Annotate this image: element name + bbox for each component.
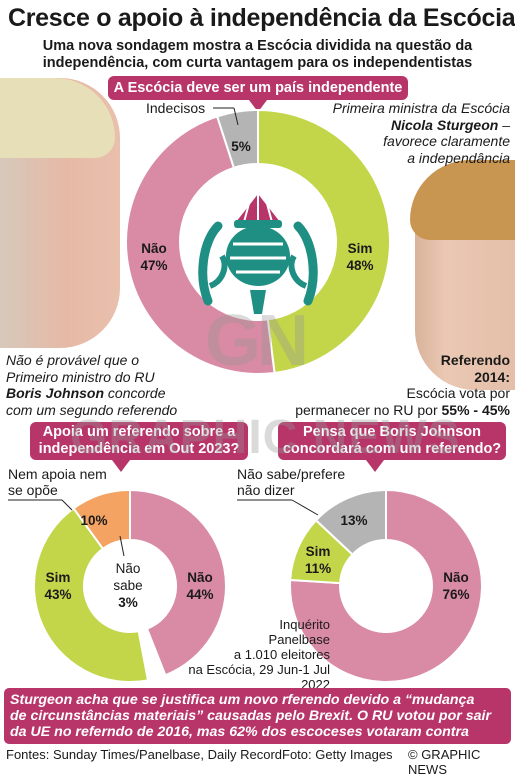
bottom-note-line-3: da UE no referndo de 2016, mas 62% dos e… (10, 724, 469, 740)
question-1-line-2: independência em Out 2023? (38, 441, 240, 457)
survey-line-1: Inquérito (279, 617, 330, 632)
subtitle-line-2: independência, com curta vantagem para o… (42, 55, 473, 71)
donut1-slice-sim (33, 506, 150, 683)
label-indecisos: Indecisos (146, 100, 206, 116)
thistle-icon (198, 194, 318, 314)
watermark-text: GRAPHIC NEWS (70, 411, 461, 464)
referendum-line-2: permanecer no RU por (295, 401, 442, 418)
q1-nao-sabe-value: 3% (118, 595, 138, 610)
banner-pointer (249, 100, 267, 112)
johnson-note-line-2: Primeiro ministro do RU (6, 368, 155, 385)
question-2-pointer (366, 460, 384, 472)
page-title: Cresce o apoio à independência da Escóci… (8, 4, 515, 32)
donut0-slice-sim (257, 108, 391, 375)
sturgeon-note: Primeira ministra da Escócia Nicola Stur… (310, 100, 510, 166)
label-nao-sabe-prefere: Não sabe/prefere não dizer (237, 466, 357, 498)
main-nao-label: Não (141, 241, 167, 256)
donut1-slice-n-o (129, 488, 227, 677)
referendum-2014-note: Referendo 2014: Escócia vota por permane… (240, 352, 510, 418)
q1-label-sim: Sim 43% (38, 569, 78, 603)
question-1-pointer (112, 460, 130, 472)
donut0-slice-n-o (125, 115, 276, 375)
sources: Fontes: Sunday Times/Panelbase, Daily Re… (6, 747, 283, 762)
q2-nao-value: 76% (442, 587, 470, 602)
q1-sim-label: Sim (45, 570, 71, 585)
main-question-banner: A Escócia deve ser um país independente (108, 76, 408, 100)
bottom-note: Sturgeon acha que se justifica um novo r… (4, 688, 511, 744)
referendum-head-1: Referendo (440, 352, 510, 368)
main-value-indecisos: 5% (231, 139, 251, 154)
question-2-line-2: concordará com um referendo? (282, 441, 502, 457)
q1-value-nem: 10% (80, 513, 108, 528)
q2-sim-value: 11% (304, 561, 332, 576)
sturgeon-name: Nicola Sturgeon (390, 116, 499, 133)
johnson-name: Boris Johnson (6, 385, 105, 401)
question-1-banner: Apoia um referendo sobre a independência… (30, 422, 248, 460)
donut2-slice-n-o (289, 488, 483, 683)
survey-line-2: Panelbase (268, 632, 330, 647)
donut0-slice-indecisos (215, 108, 259, 170)
referendum-line-1: Escócia vota por (406, 385, 511, 401)
sturgeon-note-line-4: a independância (407, 149, 510, 166)
main-nao-value: 47% (140, 258, 168, 273)
main-question-text: A Escócia deve ser um país independente (113, 80, 403, 96)
survey-note: Inquérito Panelbase a 1.010 eleitores na… (160, 617, 330, 692)
sturgeon-note-line-1: Primeira ministra da Escócia (332, 100, 510, 116)
photo-credit: Foto: Getty Images (282, 747, 393, 762)
q1-nao-label: Não (187, 570, 213, 585)
sturgeon-note-line-3: favorece claramente (383, 133, 510, 149)
q1-sim-value: 43% (44, 587, 72, 602)
main-sim-label: Sim (347, 241, 373, 256)
main-sim-value: 48% (346, 258, 374, 273)
q2-label-nao: Não 76% (434, 569, 478, 603)
graphic-news-credit: © GRAPHIC NEWS (408, 747, 481, 777)
page-subtitle: Uma nova sondagem mostra a Escócia divid… (0, 38, 515, 72)
main-label-nao: Não 47% (134, 240, 174, 274)
referendum-result: 55% - 45% (441, 401, 510, 418)
q2-sim-label: Sim (305, 544, 331, 559)
watermark-logo: GN (205, 301, 309, 381)
q1-nao-sabe-label: Não sabe (113, 561, 143, 593)
question-1-line-1: Apoia um referendo sobre a (42, 424, 236, 440)
nem-apoia-label: Nem apoia nem se opõe (8, 466, 107, 498)
donut2-slice-n-o-sabe-prefere-n-o-dizer (314, 488, 387, 556)
bottom-note-line-2: de circunstâncias materiais” causadas pe… (10, 708, 491, 724)
question-2-line-1: Pensa que Boris Johnson (302, 424, 482, 440)
sturgeon-dash: – (498, 116, 510, 133)
q2-label-sim: Sim 11% (298, 543, 338, 577)
q2-value-nao-sabe: 13% (340, 513, 368, 528)
bottom-note-line-1: Sturgeon acha que se justifica um novo r… (10, 692, 475, 708)
survey-line-3: a 1.010 eleitores (233, 647, 330, 662)
referendum-head-2: 2014: (474, 368, 510, 385)
question-2-banner: Pensa que Boris Johnson concordará com u… (278, 422, 506, 460)
nao-sabe-prefere-label: Não sabe/prefere não dizer (237, 466, 346, 498)
johnson-note: Não é provável que o Primeiro ministro d… (6, 352, 206, 418)
donut1-slice-nem-apoia-nem-se-op-e (72, 488, 131, 551)
q2-nao-label: Não (443, 570, 469, 585)
q1-label-nao-sabe: Não sabe 3% (96, 560, 160, 611)
subtitle-line-1: Uma nova sondagem mostra a Escócia divid… (42, 38, 473, 54)
johnson-note-line-3: concorde (104, 385, 166, 401)
q1-label-nao: Não 44% (178, 569, 222, 603)
main-label-sim: Sim 48% (340, 240, 380, 274)
label-nem-apoia: Nem apoia nem se opõe (8, 466, 128, 498)
johnson-note-line-1: Não é provável que o (6, 352, 140, 368)
johnson-note-line-4: com um segundo referendo (6, 401, 178, 418)
q1-nao-value: 44% (186, 587, 214, 602)
